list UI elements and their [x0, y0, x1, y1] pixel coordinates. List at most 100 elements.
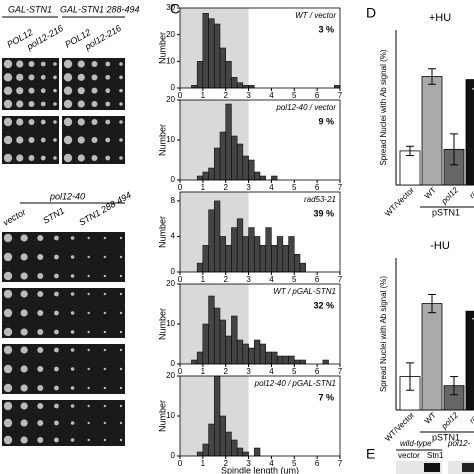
colony-spot — [20, 402, 28, 410]
x-tick-label: rad — [467, 410, 474, 425]
colony-spot — [105, 88, 111, 94]
colony-spot — [3, 401, 13, 411]
lane-label: vector — [398, 451, 420, 460]
colony-spot — [3, 308, 13, 318]
colony-spot — [119, 311, 123, 315]
histogram-bar — [254, 236, 261, 273]
histogram-bar — [242, 155, 249, 181]
colony-spot — [53, 156, 57, 160]
y-tick-label: 0 — [171, 175, 176, 184]
colony-spot — [91, 74, 98, 81]
histogram-bar — [231, 77, 238, 89]
y-axis-label: Number — [157, 308, 167, 340]
histogram-bar — [214, 200, 221, 273]
colony-spot — [91, 119, 98, 125]
colony-spot — [3, 73, 13, 82]
plate-photo — [2, 288, 125, 338]
colony-spot — [3, 289, 13, 299]
colony-spot — [103, 274, 107, 278]
colony-spot — [105, 101, 111, 107]
annotation: WT / pGAL-STN1 — [273, 287, 336, 296]
x-tick-label: 4 — [269, 459, 274, 468]
histogram-bar — [225, 431, 232, 457]
percent-label: 7 % — [318, 392, 334, 402]
histogram-bar — [236, 447, 244, 457]
percent-label: 3 % — [318, 24, 334, 34]
colony-spot — [16, 100, 24, 108]
colony-spot — [103, 292, 107, 296]
x-tick-label: 6 — [315, 275, 320, 284]
colony-spot — [87, 274, 90, 278]
strain-label: STN1 288-494 — [77, 190, 133, 228]
colony-spot — [70, 421, 75, 425]
histogram-bar — [259, 175, 266, 181]
plate-header: GAL-STN1 — [8, 4, 52, 14]
colony-spot — [103, 348, 107, 352]
colony-spot — [28, 87, 35, 94]
colony-spot — [87, 292, 90, 296]
x-tick-label: 1 — [201, 367, 206, 376]
colony-spot — [37, 403, 44, 409]
histogram-bar — [231, 227, 238, 273]
histogram-bar — [259, 343, 266, 365]
colony-spot — [37, 291, 44, 297]
colony-spot — [16, 136, 24, 144]
colony-spot — [53, 120, 57, 124]
histogram-bar — [248, 227, 255, 273]
colony-spot — [20, 234, 28, 242]
colony-spot — [16, 60, 24, 68]
x-tick-label: 4 — [269, 367, 274, 376]
colony-spot — [91, 101, 98, 107]
colony-spot — [54, 329, 59, 335]
percent-label: 39 % — [313, 208, 334, 218]
x-tick-label: 0 — [178, 459, 183, 468]
histogram-bar — [219, 47, 226, 89]
histogram-bar — [236, 218, 244, 273]
colony-spot — [28, 101, 35, 107]
y-axis-label: Number — [157, 32, 167, 64]
histogram-bar — [219, 319, 226, 365]
colony-spot — [20, 419, 28, 427]
y-tick-label: 10 — [166, 319, 175, 328]
colony-spot — [77, 136, 85, 144]
y-tick-label: 8 — [171, 196, 176, 205]
x-tick-label: 7 — [338, 183, 343, 192]
histogram-bar — [271, 175, 278, 181]
x-tick-label: 3 — [246, 91, 251, 100]
x-axis-label: Spindle length (um) — [221, 465, 299, 474]
x-tick-label: WT — [423, 410, 438, 425]
y-axis-label: Number — [157, 124, 167, 156]
histogram-bar — [208, 167, 215, 181]
panel-letter: E — [366, 446, 375, 462]
colony-spot — [105, 74, 111, 80]
colony-spot — [54, 310, 59, 316]
colony-spot — [63, 99, 73, 109]
colony-spot — [105, 137, 111, 143]
colony-spot — [40, 101, 46, 107]
colony-spot — [119, 62, 123, 66]
colony-spot — [70, 404, 75, 408]
colony-spot — [87, 438, 90, 442]
x-tick-label: 3 — [246, 183, 251, 192]
y-tick-label: 20 — [166, 279, 175, 288]
colony-spot — [103, 311, 107, 315]
plate-photo — [2, 232, 125, 282]
histogram-bar — [202, 245, 209, 273]
histogram-bar — [265, 351, 272, 365]
histogram-bar — [282, 355, 289, 365]
colony-spot — [119, 138, 123, 142]
colony-spot — [63, 73, 73, 82]
histogram-bar — [208, 423, 215, 457]
colony-spot — [40, 61, 46, 67]
histogram-bar — [214, 23, 221, 89]
histogram-bar — [276, 355, 284, 365]
colony-spot — [53, 62, 57, 66]
histogram-bar — [225, 335, 232, 365]
x-tick-label: 7 — [338, 367, 343, 376]
strain-label: vector — [1, 206, 28, 227]
colony-spot — [91, 155, 98, 161]
histogram-bar — [214, 375, 221, 457]
annotation: pol12-40 / pGAL-STN1 — [254, 379, 336, 388]
bar — [465, 79, 474, 186]
colony-spot — [3, 252, 13, 262]
